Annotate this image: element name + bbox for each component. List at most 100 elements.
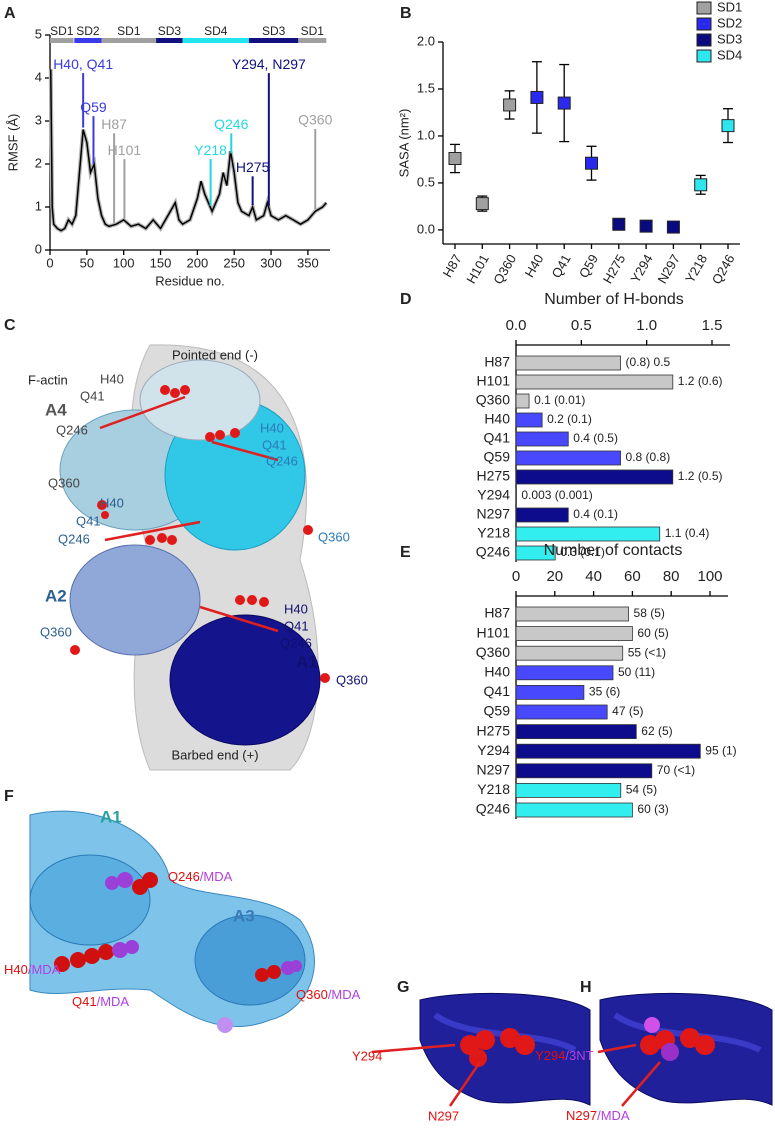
bar [515,526,661,542]
residue-label: Q246 [58,531,90,546]
x-tick-label: 80 [663,568,680,585]
residue-label: Q41 [262,437,287,452]
domain-label: SD1 [50,24,74,38]
x-tick-label: Q41 [548,252,573,281]
panel-letter: B [400,5,412,22]
point [530,90,544,104]
panel-letter: D [400,291,412,308]
point [721,119,735,133]
bar [515,626,633,641]
structure-f [29,810,315,1033]
y-tick-label: 1.5 [417,80,435,95]
residue-label: Q246 [266,453,298,468]
y-tick-label: 0 [35,241,42,256]
structure-g [371,992,591,1107]
residue-label: Q41 [80,388,105,403]
y-tick-label: 0.0 [417,221,435,236]
y-axis-label: SASA (nm²) [396,109,411,178]
end-label: Barbed end (+) [171,747,258,762]
y-tick-label: H101 [477,373,511,389]
residue-label: Q246 [280,635,312,650]
subunit-label: A4 [45,400,67,419]
subunit-label: A1 [100,807,122,826]
residue: Q246 [168,869,200,884]
domain-segment [248,38,299,43]
modification: /MDA [97,994,130,1009]
residue: Q41 [72,994,97,1009]
residue-label: Y294 [352,1048,382,1063]
legend-swatch [696,1,712,15]
value-label: 0.8 (0.8) [626,450,671,464]
modification: /3NT [565,1048,593,1063]
residue-label: Q246/MDA [168,869,233,884]
domain-segment [156,38,183,43]
y-tick-label: Q59 [484,449,511,465]
point [612,217,626,231]
bar [515,704,608,720]
residue-label: H40 [100,371,124,386]
modification: /MDA [597,1108,630,1123]
residue: N297 [566,1108,597,1123]
residue-label: H40 [260,420,284,435]
value-label: 62 (5) [641,724,672,738]
y-tick-label: H40 [484,664,510,680]
x-tick-label: 20 [546,568,563,585]
y-tick-label: Y294 [477,487,510,503]
annotation: Y294, N297 [232,56,306,72]
point [666,220,680,234]
bar [515,469,674,485]
value-label: (0.8) 0.5 [626,355,671,369]
bar [515,545,556,561]
value-label: 1.2 (0.5) [678,469,723,483]
rmsf-line [49,69,327,232]
value-label: 1.2 (0.6) [678,374,723,388]
domain-label: SD3 [158,24,182,38]
residue-label: H40 [284,601,308,616]
residue-label: Q41 [284,618,309,633]
value-label: 0.4 (0.5) [573,431,618,445]
y-tick-label: 4 [35,69,42,84]
domain-segment [182,38,249,43]
domain-label: SD4 [204,24,228,38]
residue-label: H40 [100,495,124,510]
point [475,197,489,211]
domain-segment [101,38,157,43]
panel-letter: C [4,317,16,334]
y-tick-label: Y294 [477,742,510,758]
x-axis-label: Residue no. [155,273,224,288]
y-tick-label: H87 [484,605,510,621]
residue: H40 [4,962,28,977]
y-tick-label: 3 [35,112,42,127]
x-tick-label: Q59 [576,252,601,281]
value-label: 60 (5) [637,626,668,640]
value-label: 95 (1) [705,743,736,757]
value-label: 0.4 (0.1) [573,507,618,521]
y-tick-label: Q41 [484,430,511,446]
value-label: 0.003 (0.001) [521,488,592,502]
value-label: 58 (5) [634,606,665,620]
residue-label: Q246 [56,422,88,437]
x-tick-label: H101 [463,252,492,286]
value-label: 50 (11) [618,665,655,679]
bar [515,802,633,818]
point [585,156,598,170]
legend-swatch [696,49,712,63]
residue-label: N297/MDA [566,1108,630,1123]
residue: Y294 [535,1048,565,1063]
x-tick-label: 100 [697,568,722,585]
chart-title: Number of H-bonds [544,291,684,308]
residue-label: H40/MDA [4,962,61,977]
value-label: 0.3 (0.1) [560,545,605,559]
subunit-label: A3 [233,906,255,925]
bar [515,665,614,681]
panel-letter: H [580,979,592,996]
annotation: Q360 [298,112,332,128]
value-label: 0.2 (0.1) [547,412,592,426]
y-tick-label: H101 [477,624,511,640]
x-tick-label: 60 [624,568,641,585]
y-tick-label: Q246 [476,544,510,560]
y-tick-label: Y218 [477,525,510,541]
y-tick-label: Y218 [477,781,510,797]
x-tick-label: 0 [46,255,53,270]
panel-letter: A [4,5,16,22]
